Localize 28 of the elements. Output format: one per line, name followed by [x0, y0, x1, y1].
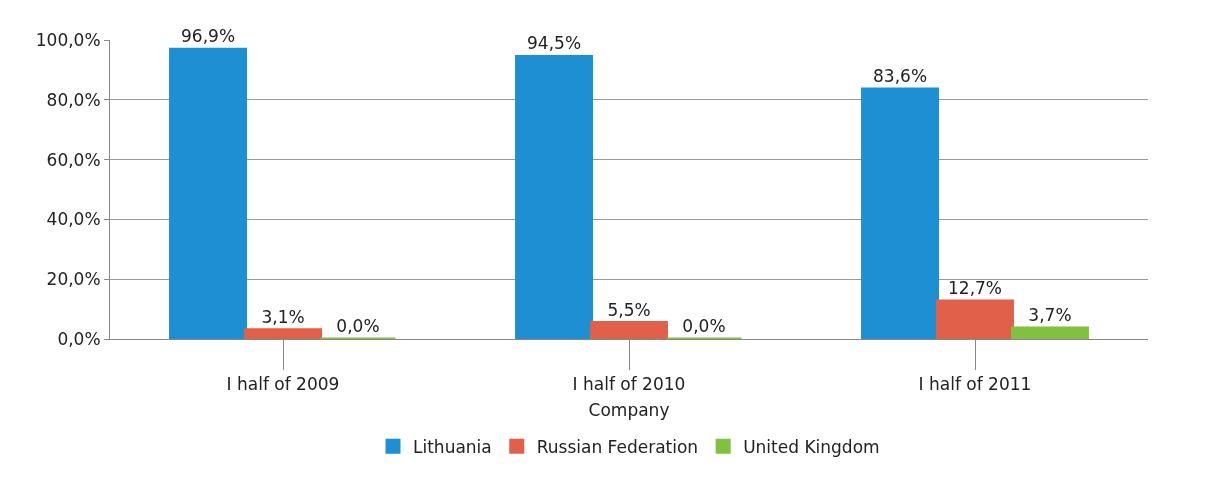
legend-label: Russian Federation	[536, 436, 699, 457]
y-tick-label: 20,0%	[46, 269, 101, 290]
bar	[244, 328, 322, 339]
data-label: 83,6%	[873, 66, 928, 87]
data-label: 12,7%	[947, 278, 1003, 299]
data-label: 94,5%	[527, 33, 582, 54]
x-tick-label: I half of 2011	[918, 374, 1032, 395]
data-label: 0,0%	[682, 316, 726, 336]
y-tick-label: 100,0%	[35, 29, 101, 50]
bar	[936, 299, 1014, 339]
x-axis-title: Company	[588, 399, 670, 420]
bar	[861, 87, 940, 339]
data-label: 3,7%	[1028, 304, 1072, 325]
legend-label: Lithuania	[413, 436, 492, 457]
data-label: 0,0%	[336, 316, 380, 336]
data-label: 3,1%	[261, 306, 305, 327]
data-label: 5,5%	[607, 299, 651, 320]
x-tick-label: I half of 2009	[226, 374, 340, 395]
bar	[515, 54, 594, 339]
y-tick-label: 60,0%	[46, 149, 101, 170]
x-tick-label: I half of 2010	[572, 374, 686, 395]
data-label: 96,9%	[181, 26, 236, 47]
y-tick-label: 80,0%	[46, 89, 101, 110]
y-tick-label: 40,0%	[46, 209, 101, 230]
bar	[590, 321, 668, 339]
legend-label: United Kingdom	[743, 436, 880, 457]
y-tick-label: 0,0%	[57, 328, 101, 349]
bar	[169, 47, 248, 339]
